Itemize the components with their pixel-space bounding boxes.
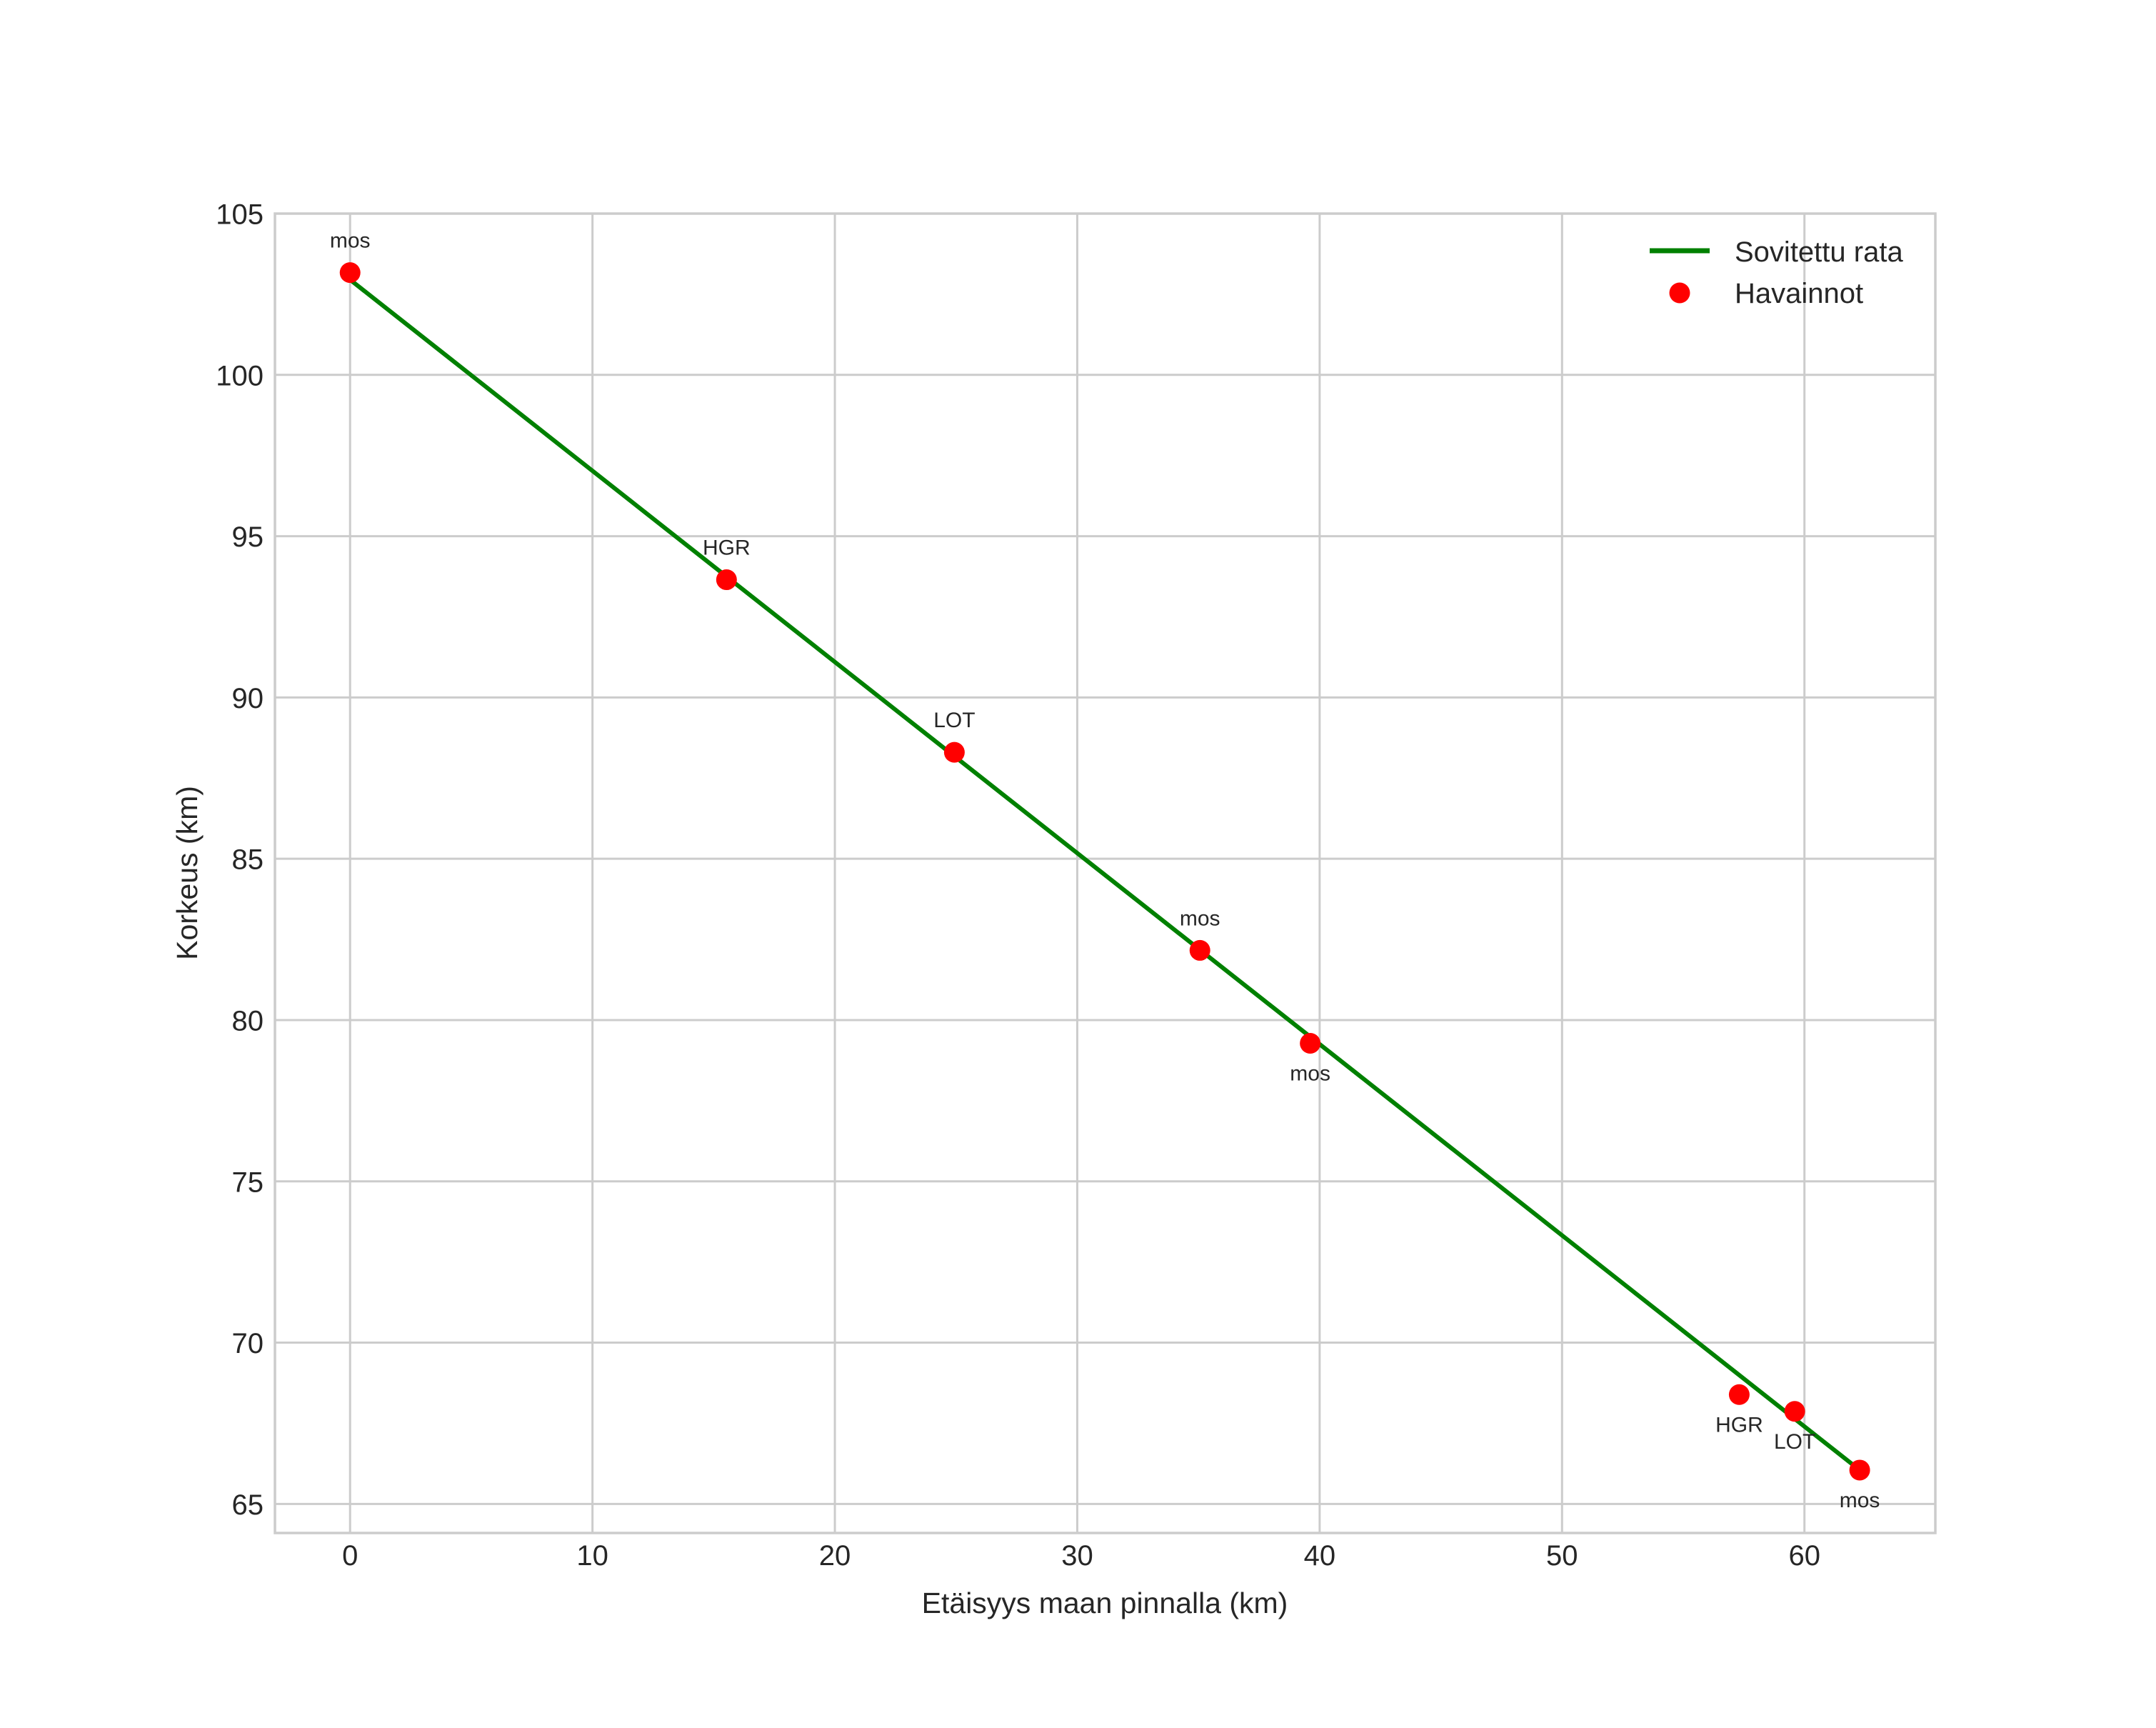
legend-label-observations: Havainnot [1735, 278, 1863, 309]
observation-point [1189, 939, 1210, 961]
y-tick-label: 100 [216, 360, 264, 391]
x-tick-label: 40 [1304, 1540, 1336, 1572]
observation-point [1784, 1401, 1805, 1422]
y-tick-label: 85 [232, 844, 264, 876]
axes-border [274, 212, 1937, 1534]
x-tick-labels: 0 10 20 30 40 50 60 [342, 1540, 1820, 1572]
observation-point [1300, 1032, 1321, 1054]
y-tick-label: 80 [232, 1005, 264, 1037]
y-tick-label: 65 [232, 1489, 264, 1521]
x-tick-label: 30 [1061, 1540, 1093, 1572]
fitted-trajectory-line [349, 278, 1861, 1472]
y-tick-label: 105 [216, 199, 264, 231]
legend-label-fitted: Sovitettu rata [1735, 236, 1903, 268]
fitted-line-path [349, 278, 1861, 1472]
y-tick-labels: 65 70 75 80 85 90 95 100 105 [216, 199, 264, 1521]
station-label: LOT [933, 709, 975, 732]
station-label: mos [1180, 907, 1220, 930]
y-axis-label: Korkeus (km) [171, 786, 204, 960]
observation-point [1849, 1459, 1870, 1481]
station-label: LOT [1774, 1430, 1815, 1454]
station-label: HGR [1715, 1413, 1763, 1437]
x-tick-label: 60 [1788, 1540, 1820, 1572]
y-tick-label: 70 [232, 1328, 264, 1359]
x-tick-label: 10 [576, 1540, 608, 1572]
observation-point [943, 741, 965, 763]
x-gridlines [349, 214, 1806, 1533]
observation-point [716, 569, 737, 591]
y-tick-label: 75 [232, 1167, 264, 1198]
observation-point-labels: mos HGR LOT mos mos HGR LOT mos [330, 229, 1880, 1512]
station-label: mos [1290, 1062, 1330, 1085]
observation-point [1728, 1384, 1750, 1405]
x-axis-label: Etäisyys maan pinnalla (km) [922, 1587, 1288, 1619]
x-tick-label: 20 [819, 1540, 851, 1572]
y-tick-label: 90 [232, 683, 264, 714]
y-tick-label: 95 [232, 521, 264, 553]
station-label: mos [330, 229, 371, 253]
observation-point [339, 262, 361, 284]
station-label: HGR [703, 536, 751, 560]
x-tick-label: 50 [1546, 1540, 1578, 1572]
axes-frame [274, 212, 1937, 1534]
observation-points [339, 262, 1870, 1481]
x-tick-label: 0 [342, 1540, 358, 1572]
legend: Sovitettu rata Havainnot [1650, 236, 1903, 309]
legend-marker-swatch [1669, 282, 1690, 304]
station-label: mos [1840, 1489, 1880, 1512]
